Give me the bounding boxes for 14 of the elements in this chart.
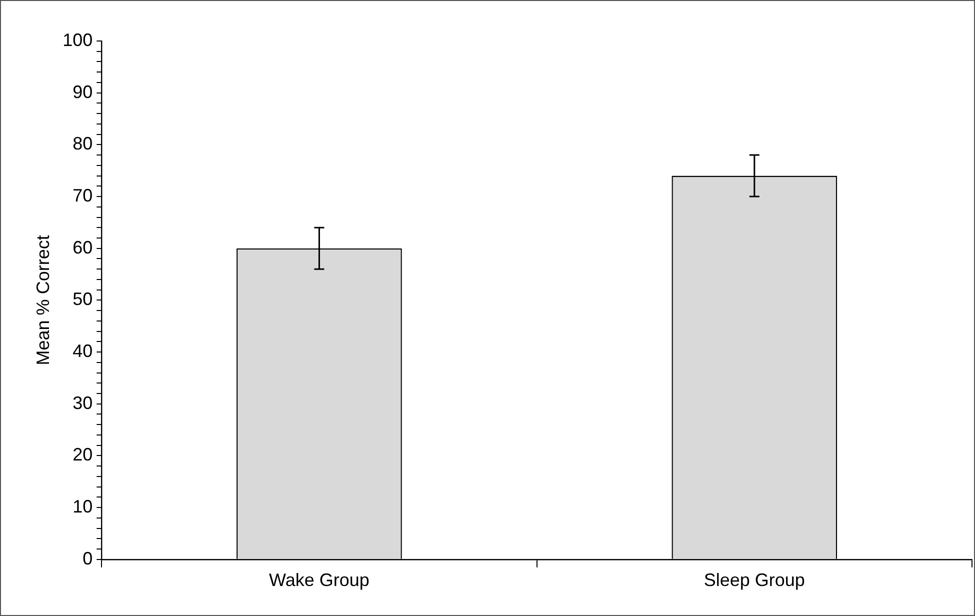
y-tick-label: 90 xyxy=(72,82,93,102)
y-tick-label: 70 xyxy=(72,185,93,206)
y-tick-label: 100 xyxy=(62,30,93,50)
y-tick-label: 80 xyxy=(72,134,93,154)
x-tick-label: Sleep Group xyxy=(704,570,805,590)
y-tick-label: 60 xyxy=(72,237,93,258)
y-tick-label: 20 xyxy=(72,444,93,465)
y-tick-label: 50 xyxy=(72,289,93,310)
y-axis-title: Mean % Correct xyxy=(32,235,53,366)
y-tick-label: 40 xyxy=(72,341,93,362)
y-tick-label: 10 xyxy=(72,496,93,517)
x-tick-label: Wake Group xyxy=(269,570,370,590)
y-tick-label: 30 xyxy=(72,392,93,413)
y-tick-label: 0 xyxy=(82,548,93,568)
